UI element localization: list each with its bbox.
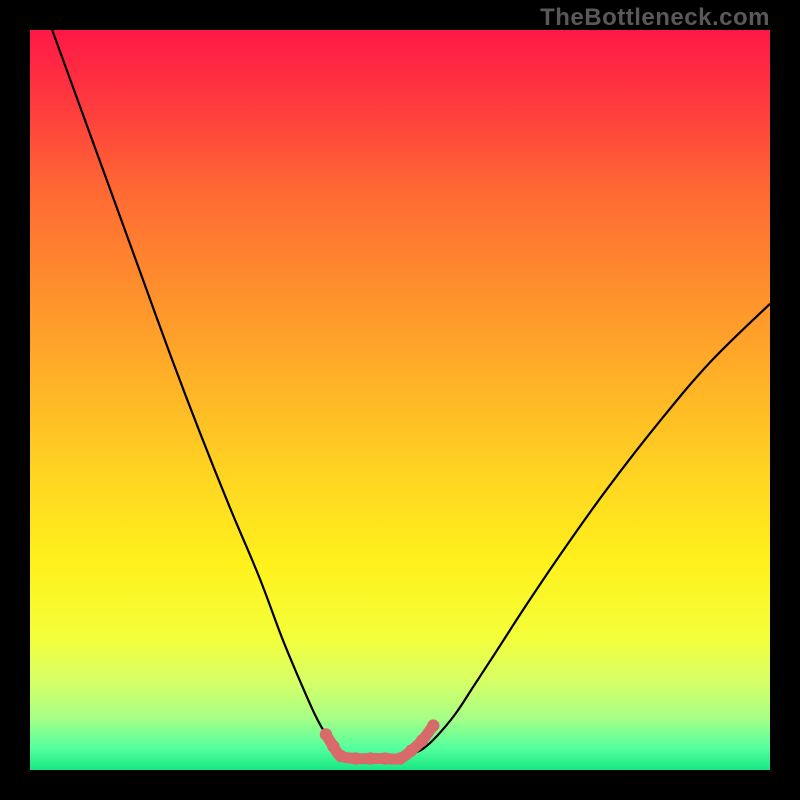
trough-dot <box>335 750 347 762</box>
trough-dot <box>405 745 417 757</box>
trough-dot <box>416 734 428 746</box>
trough-dot <box>379 752 391 764</box>
trough-dot <box>427 719 439 731</box>
trough-dot <box>349 752 361 764</box>
trough-dot <box>364 752 376 764</box>
chart-stage: TheBottleneck.com <box>0 0 800 800</box>
trough-dots <box>30 30 770 770</box>
plot-area <box>30 30 770 770</box>
trough-dot <box>320 728 332 740</box>
trough-dot <box>394 752 406 764</box>
watermark-text: TheBottleneck.com <box>540 4 770 32</box>
